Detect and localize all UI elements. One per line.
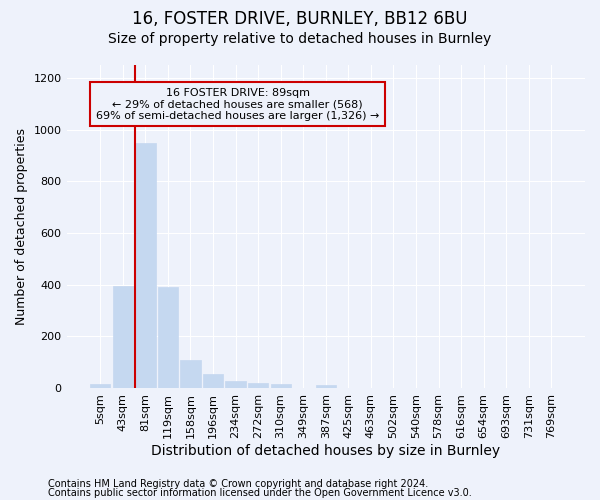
Text: Size of property relative to detached houses in Burnley: Size of property relative to detached ho… — [109, 32, 491, 46]
Text: Contains HM Land Registry data © Crown copyright and database right 2024.: Contains HM Land Registry data © Crown c… — [48, 479, 428, 489]
Text: Contains public sector information licensed under the Open Government Licence v3: Contains public sector information licen… — [48, 488, 472, 498]
Text: 16 FOSTER DRIVE: 89sqm
← 29% of detached houses are smaller (568)
69% of semi-de: 16 FOSTER DRIVE: 89sqm ← 29% of detached… — [96, 88, 379, 121]
Bar — [226, 382, 246, 388]
Bar — [135, 142, 155, 388]
Bar — [181, 360, 200, 388]
Bar — [158, 287, 178, 388]
Y-axis label: Number of detached properties: Number of detached properties — [15, 128, 28, 325]
Bar — [113, 286, 133, 388]
Bar — [248, 383, 268, 388]
Bar — [271, 384, 291, 388]
Text: 16, FOSTER DRIVE, BURNLEY, BB12 6BU: 16, FOSTER DRIVE, BURNLEY, BB12 6BU — [132, 10, 468, 28]
X-axis label: Distribution of detached houses by size in Burnley: Distribution of detached houses by size … — [151, 444, 500, 458]
Bar — [203, 374, 223, 388]
Bar — [90, 384, 110, 388]
Bar — [316, 385, 336, 388]
